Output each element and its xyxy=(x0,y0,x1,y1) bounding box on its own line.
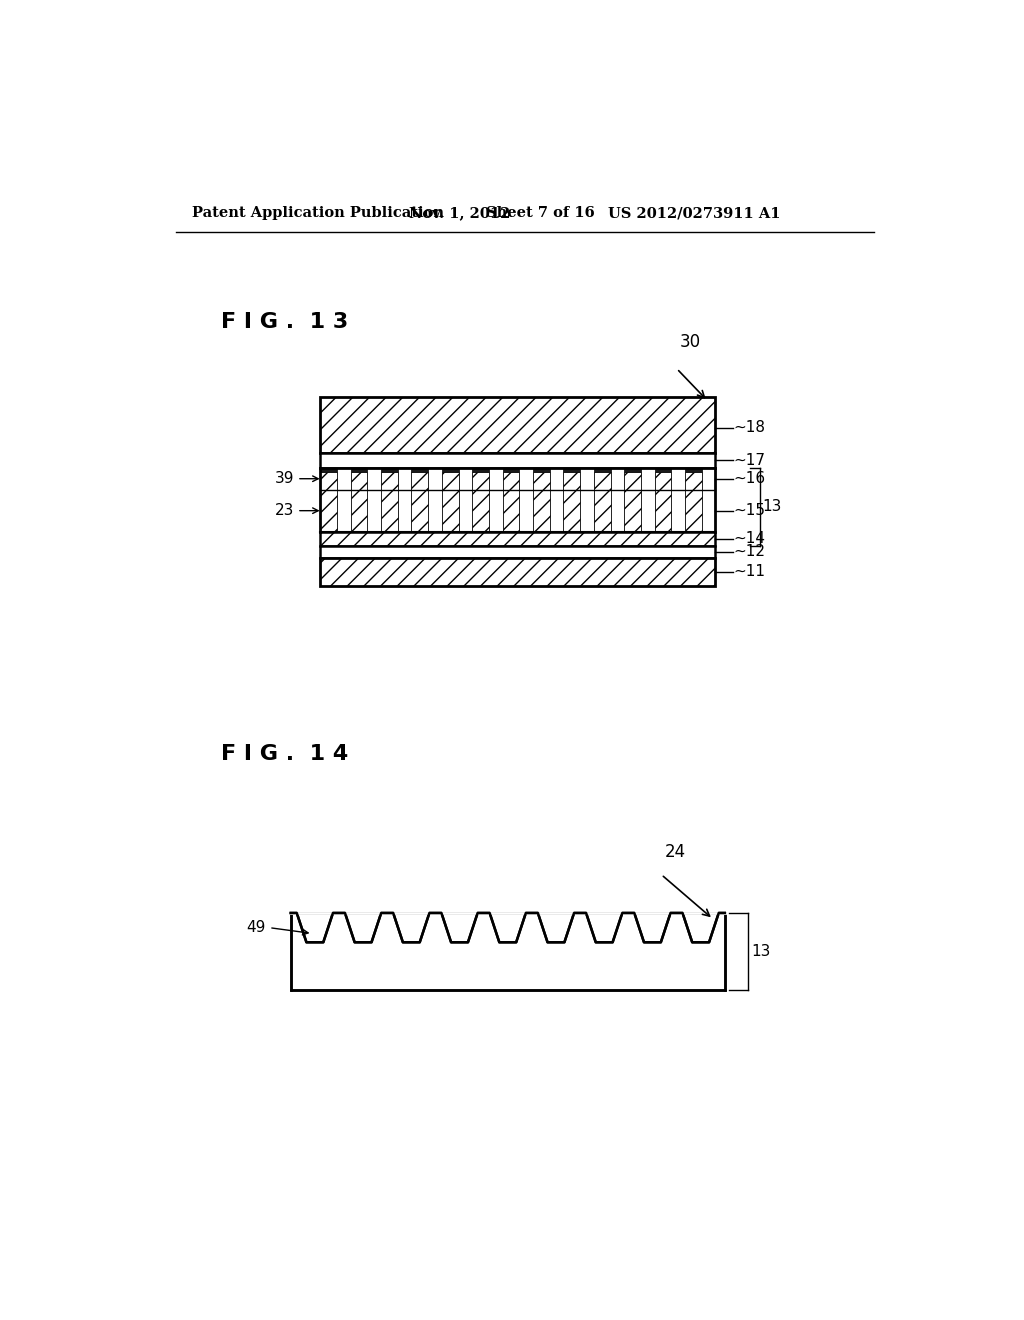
Bar xyxy=(381,469,397,471)
Bar xyxy=(350,469,368,471)
Bar xyxy=(381,490,397,532)
Bar xyxy=(441,469,459,471)
Text: 23: 23 xyxy=(275,503,295,519)
Text: 39: 39 xyxy=(275,471,295,486)
Bar xyxy=(321,490,337,532)
Bar xyxy=(472,490,488,532)
Text: F I G .  1 3: F I G . 1 3 xyxy=(221,313,348,333)
Bar xyxy=(685,471,701,490)
Bar xyxy=(350,471,368,490)
Text: Patent Application Publication: Patent Application Publication xyxy=(191,206,443,220)
Bar xyxy=(685,490,701,532)
Bar xyxy=(321,532,716,545)
Text: ∼17: ∼17 xyxy=(733,453,765,467)
Bar xyxy=(654,471,672,490)
Bar xyxy=(441,471,459,490)
Bar xyxy=(412,471,428,490)
Bar xyxy=(503,490,519,532)
Bar xyxy=(472,471,488,490)
Text: 13: 13 xyxy=(763,499,782,515)
Bar xyxy=(563,490,581,532)
Bar xyxy=(441,490,459,532)
Bar xyxy=(594,490,610,532)
Bar xyxy=(594,471,610,490)
Text: ∼18: ∼18 xyxy=(733,420,765,436)
Bar xyxy=(563,469,581,471)
Bar xyxy=(350,490,368,532)
Bar xyxy=(321,469,716,532)
Bar xyxy=(412,469,428,471)
Bar xyxy=(534,469,550,471)
Bar xyxy=(321,469,337,471)
Bar xyxy=(321,397,716,453)
Text: 49: 49 xyxy=(247,920,266,935)
Text: Nov. 1, 2012: Nov. 1, 2012 xyxy=(409,206,510,220)
Bar xyxy=(625,490,641,532)
Bar xyxy=(654,469,672,471)
Bar xyxy=(503,471,519,490)
Text: F I G .  1 4: F I G . 1 4 xyxy=(221,743,348,763)
Bar xyxy=(381,471,397,490)
Bar xyxy=(563,471,581,490)
Bar xyxy=(472,469,488,471)
Text: ∼12: ∼12 xyxy=(733,544,765,560)
Bar xyxy=(321,453,716,469)
Text: 24: 24 xyxy=(665,842,685,861)
Bar xyxy=(321,545,716,558)
Text: ∼11: ∼11 xyxy=(733,565,765,579)
Bar xyxy=(685,469,701,471)
Text: 13: 13 xyxy=(751,944,770,960)
Text: ∼14: ∼14 xyxy=(733,531,765,546)
Bar xyxy=(534,471,550,490)
Bar xyxy=(534,490,550,532)
Bar xyxy=(321,471,337,490)
Bar xyxy=(594,469,610,471)
Bar xyxy=(321,558,716,586)
Text: ∼15: ∼15 xyxy=(733,503,765,519)
Bar xyxy=(625,471,641,490)
Bar xyxy=(291,913,725,990)
Text: 30: 30 xyxy=(680,333,700,351)
Text: Sheet 7 of 16: Sheet 7 of 16 xyxy=(486,206,595,220)
Bar xyxy=(654,490,672,532)
Bar xyxy=(625,469,641,471)
Bar xyxy=(503,469,519,471)
Text: ∼16: ∼16 xyxy=(733,471,765,486)
Bar xyxy=(412,490,428,532)
Text: US 2012/0273911 A1: US 2012/0273911 A1 xyxy=(608,206,781,220)
